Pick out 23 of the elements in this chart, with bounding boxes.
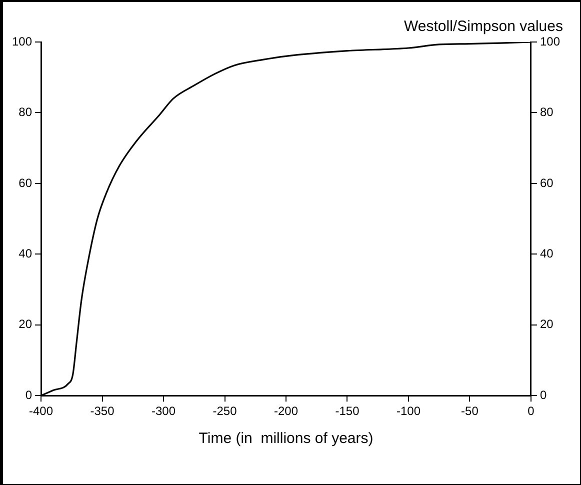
y-tick-label: 40 <box>18 246 32 260</box>
x-tick-label: -300 <box>151 404 176 418</box>
y-tick-label: 80 <box>18 105 32 120</box>
x-tick-label: -150 <box>335 404 360 418</box>
y2-tick-label: 60 <box>540 176 554 190</box>
y2-tick-label: 100 <box>540 34 560 48</box>
y2-tick-label: 40 <box>540 246 554 260</box>
y-tick-label: 20 <box>18 317 32 332</box>
y-tick-label: 0 <box>25 388 32 402</box>
y-tick-label: 60 <box>18 176 32 190</box>
x-tick-label: -200 <box>274 404 298 418</box>
y-tick-label: 100 <box>12 34 32 48</box>
chart-title: Westoll/Simpson values <box>404 18 563 36</box>
x-tick-label: -350 <box>90 404 115 418</box>
x-tick-label: 0 <box>528 404 535 418</box>
x-tick-label: -400 <box>29 404 54 418</box>
x-axis-title: Time (in millions of years) <box>198 430 374 448</box>
y2-tick-label: 0 <box>540 388 547 402</box>
x-tick-label: -50 <box>461 404 479 418</box>
y2-tick-label: 20 <box>540 317 554 332</box>
x-tick-label: -100 <box>396 404 421 418</box>
x-tick-label: -250 <box>212 404 238 418</box>
y2-tick-label: 80 <box>540 105 554 120</box>
